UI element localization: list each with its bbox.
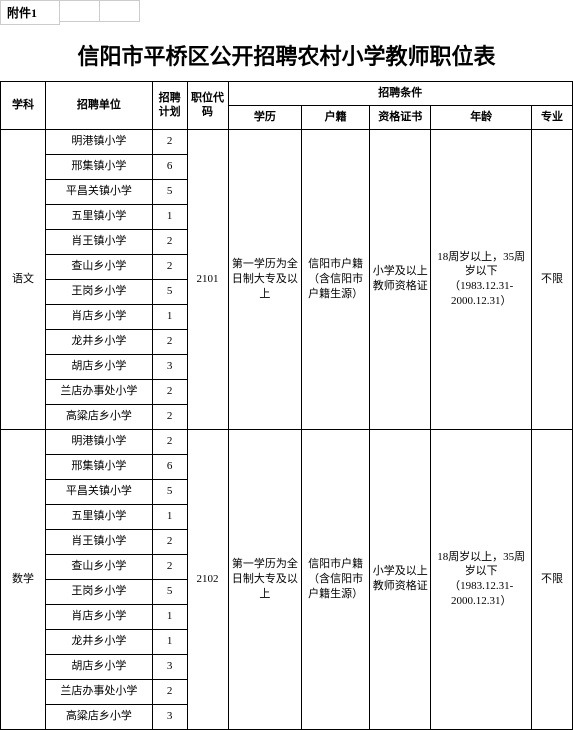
cell-unit: 龙井乡小学 [46,329,153,354]
table-row: 数学明港镇小学22102第一学历为全日制大专及以上信阳市户籍（含信阳市户籍生源）… [1,429,573,454]
table-row: 语文明港镇小学22101第一学历为全日制大专及以上信阳市户籍（含信阳市户籍生源）… [1,129,573,154]
table-body: 语文明港镇小学22101第一学历为全日制大专及以上信阳市户籍（含信阳市户籍生源）… [1,129,573,729]
cell-plan: 2 [152,229,187,254]
table-head: 学科 招聘单位 招聘计划 职位代码 招聘条件 学历 户籍 资格证书 年龄 专业 [1,82,573,130]
cell-plan: 5 [152,179,187,204]
cell-plan: 1 [152,604,187,629]
cell-plan: 2 [152,679,187,704]
th-major: 专业 [531,105,572,129]
cell-unit: 邢集镇小学 [46,154,153,179]
page-title: 信阳市平桥区公开招聘农村小学教师职位表 [0,25,573,81]
cell-unit: 兰店办事处小学 [46,679,153,704]
cell-plan: 2 [152,129,187,154]
cell-unit: 龙井乡小学 [46,629,153,654]
cell-unit: 平昌关镇小学 [46,479,153,504]
cell-plan: 5 [152,279,187,304]
cell-plan: 1 [152,504,187,529]
top-grid-row: 附件1 [0,0,573,25]
empty-cell [100,0,140,22]
th-subject: 学科 [1,82,46,130]
cell-unit: 明港镇小学 [46,129,153,154]
th-education: 学历 [228,105,302,129]
empty-cell [60,0,100,22]
th-cert: 资格证书 [369,105,431,129]
cell-plan: 2 [152,429,187,454]
cell-unit: 查山乡小学 [46,554,153,579]
cell-unit: 兰店办事处小学 [46,379,153,404]
th-unit: 招聘单位 [46,82,153,130]
cell-code: 2101 [187,129,228,429]
cell-plan: 6 [152,154,187,179]
cell-unit: 胡店乡小学 [46,654,153,679]
cell-education: 第一学历为全日制大专及以上 [228,129,302,429]
cell-plan: 2 [152,254,187,279]
cell-plan: 1 [152,629,187,654]
cell-huji: 信阳市户籍（含信阳市户籍生源） [302,429,370,729]
th-code: 职位代码 [187,82,228,130]
cell-subject: 语文 [1,129,46,429]
cell-subject: 数学 [1,429,46,729]
cell-plan: 1 [152,204,187,229]
cell-unit: 王岗乡小学 [46,279,153,304]
th-plan: 招聘计划 [152,82,187,130]
th-conditions: 招聘条件 [228,82,572,106]
positions-table: 学科 招聘单位 招聘计划 职位代码 招聘条件 学历 户籍 资格证书 年龄 专业 … [0,81,573,730]
cell-plan: 3 [152,354,187,379]
cell-unit: 高粱店乡小学 [46,704,153,729]
cell-unit: 五里镇小学 [46,204,153,229]
cell-plan: 5 [152,479,187,504]
cell-unit: 胡店乡小学 [46,354,153,379]
cell-unit: 邢集镇小学 [46,454,153,479]
cell-unit: 明港镇小学 [46,429,153,454]
cell-cert: 小学及以上教师资格证 [369,129,431,429]
cell-age: 18周岁以上，35周岁以下（1983.12.31-2000.12.31） [431,429,531,729]
cell-cert: 小学及以上教师资格证 [369,429,431,729]
cell-plan: 5 [152,579,187,604]
cell-plan: 2 [152,554,187,579]
th-age: 年龄 [431,105,531,129]
cell-unit: 肖王镇小学 [46,229,153,254]
cell-unit: 五里镇小学 [46,504,153,529]
cell-plan: 2 [152,379,187,404]
cell-plan: 1 [152,304,187,329]
cell-code: 2102 [187,429,228,729]
cell-unit: 平昌关镇小学 [46,179,153,204]
attachment-label: 附件1 [0,0,60,25]
cell-major: 不限 [531,129,572,429]
cell-major: 不限 [531,429,572,729]
cell-unit: 查山乡小学 [46,254,153,279]
cell-unit: 肖王镇小学 [46,529,153,554]
cell-plan: 2 [152,529,187,554]
cell-plan: 3 [152,704,187,729]
cell-unit: 肖店乡小学 [46,604,153,629]
cell-huji: 信阳市户籍（含信阳市户籍生源） [302,129,370,429]
th-huji: 户籍 [302,105,370,129]
cell-unit: 肖店乡小学 [46,304,153,329]
cell-unit: 高粱店乡小学 [46,404,153,429]
cell-plan: 3 [152,654,187,679]
cell-age: 18周岁以上，35周岁以下（1983.12.31-2000.12.31） [431,129,531,429]
cell-plan: 2 [152,329,187,354]
cell-unit: 王岗乡小学 [46,579,153,604]
cell-plan: 6 [152,454,187,479]
cell-education: 第一学历为全日制大专及以上 [228,429,302,729]
cell-plan: 2 [152,404,187,429]
